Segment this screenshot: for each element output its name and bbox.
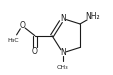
Text: CH₃: CH₃ (56, 65, 68, 70)
Text: H₃C: H₃C (7, 38, 19, 43)
Text: N: N (59, 14, 65, 23)
Text: O: O (19, 21, 25, 30)
Text: N: N (59, 48, 65, 57)
Text: O: O (32, 47, 38, 56)
Text: NH₂: NH₂ (85, 12, 99, 21)
